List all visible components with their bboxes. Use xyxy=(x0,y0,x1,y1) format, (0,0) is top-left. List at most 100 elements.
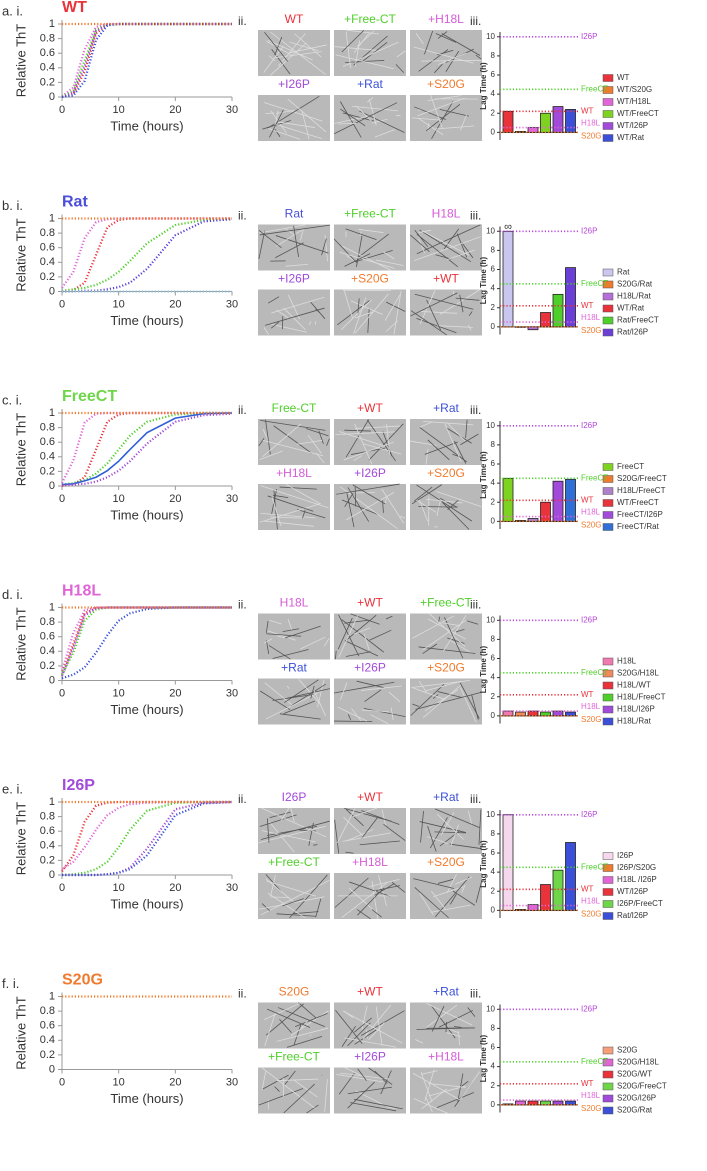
legend-label: WT/H18L xyxy=(617,97,651,106)
panel-label: ii. xyxy=(238,792,247,806)
legend-label: H18L/I26P xyxy=(617,705,655,714)
fibril xyxy=(368,99,377,126)
fibril xyxy=(439,497,458,508)
y-tick-label: 10 xyxy=(486,615,495,624)
fibril xyxy=(336,1074,383,1083)
legend-label: H18L/Rat xyxy=(617,292,652,301)
y-tick-label: 0.4 xyxy=(40,840,55,852)
fibril xyxy=(368,878,400,888)
y-axis-label: Relative ThT xyxy=(13,996,28,1070)
row-label: a. i. xyxy=(2,3,23,18)
fibril xyxy=(433,886,464,898)
fibril xyxy=(260,820,330,840)
fibril xyxy=(424,689,459,712)
fibril xyxy=(421,1088,448,1110)
legend-swatch xyxy=(602,669,614,678)
fibril xyxy=(305,428,329,437)
fibril xyxy=(414,293,474,310)
fibril xyxy=(414,1039,424,1044)
data-line xyxy=(61,606,232,680)
fibril xyxy=(337,300,370,326)
fibril xyxy=(261,1067,315,1109)
fibril xyxy=(419,821,466,833)
y-tick-label: 1 xyxy=(49,407,55,419)
fibril xyxy=(313,844,318,846)
fibril xyxy=(335,1009,363,1044)
micrograph-label: +WT xyxy=(357,985,383,999)
fibril xyxy=(334,115,370,124)
data-line xyxy=(61,22,232,99)
row-title: FreeCT xyxy=(62,388,117,405)
fibril xyxy=(287,294,301,320)
fibril xyxy=(258,438,265,447)
y-tick-label: 10 xyxy=(486,810,495,819)
fibril xyxy=(431,1005,456,1039)
bar xyxy=(552,480,564,522)
fibril xyxy=(414,887,449,919)
fibril xyxy=(335,54,394,70)
fibril xyxy=(444,423,462,462)
fibril xyxy=(266,640,270,654)
y-axis-label: Lag Time (h) xyxy=(479,62,488,110)
fibril xyxy=(435,125,475,130)
fibril xyxy=(459,1071,481,1101)
legend-label: S20G/WT xyxy=(617,1070,652,1079)
fibril xyxy=(396,50,406,58)
legend-swatch xyxy=(602,1082,614,1091)
fibril xyxy=(393,290,402,335)
y-axis-label: Lag Time (h) xyxy=(479,451,488,499)
fibril xyxy=(341,30,365,53)
fibril xyxy=(266,1008,311,1028)
fibril xyxy=(371,881,379,919)
micrograph xyxy=(410,873,482,919)
y-tick-label: 0.2 xyxy=(40,854,55,866)
x-tick-label: 10 xyxy=(113,882,125,894)
y-tick-label: 1 xyxy=(49,18,55,30)
fibril xyxy=(261,807,327,838)
fibril xyxy=(337,706,368,722)
fibril xyxy=(289,41,319,52)
row-title: S20G xyxy=(62,972,103,989)
micrograph-label: Free-CT xyxy=(272,401,317,415)
fibril xyxy=(428,1083,466,1088)
fibril xyxy=(333,238,357,263)
reference-label: S20G xyxy=(581,1104,601,1113)
fibril xyxy=(415,499,437,513)
fibril xyxy=(334,46,377,51)
fibril xyxy=(460,1081,469,1088)
y-tick-label: 0 xyxy=(49,674,55,686)
fibril xyxy=(425,448,429,465)
fibril xyxy=(356,909,371,920)
bar xyxy=(502,477,514,522)
fibril xyxy=(428,1085,466,1097)
fibril xyxy=(264,31,288,62)
row-title: I26P xyxy=(62,777,95,794)
fibril xyxy=(418,421,433,429)
y-tick-label: 8 xyxy=(491,829,496,838)
x-tick-label: 0 xyxy=(59,882,65,894)
reference-label: I26P xyxy=(581,1004,597,1013)
micrograph xyxy=(258,613,330,660)
fibril xyxy=(264,638,273,644)
fibril xyxy=(386,423,391,455)
bar xyxy=(565,842,576,911)
fibril xyxy=(385,320,398,332)
reference-label: S20G xyxy=(581,131,601,140)
fibril xyxy=(413,486,433,502)
micrograph-label: S20G xyxy=(279,985,310,999)
fibril xyxy=(261,903,270,912)
legend-swatch xyxy=(602,86,614,94)
fibril xyxy=(342,1010,403,1044)
fibril xyxy=(274,1086,280,1092)
bar xyxy=(515,711,526,717)
fibril xyxy=(418,229,432,234)
fibril xyxy=(369,629,392,641)
legend-label: H18L/FreeCT xyxy=(617,486,666,495)
y-tick-label: 10 xyxy=(486,32,495,41)
fibril xyxy=(298,679,322,706)
reference-label: S20G xyxy=(581,520,601,529)
bar xyxy=(540,112,551,133)
y-tick-label: 0 xyxy=(49,285,55,297)
y-tick-label: 4 xyxy=(491,284,496,293)
fibril xyxy=(382,500,384,513)
